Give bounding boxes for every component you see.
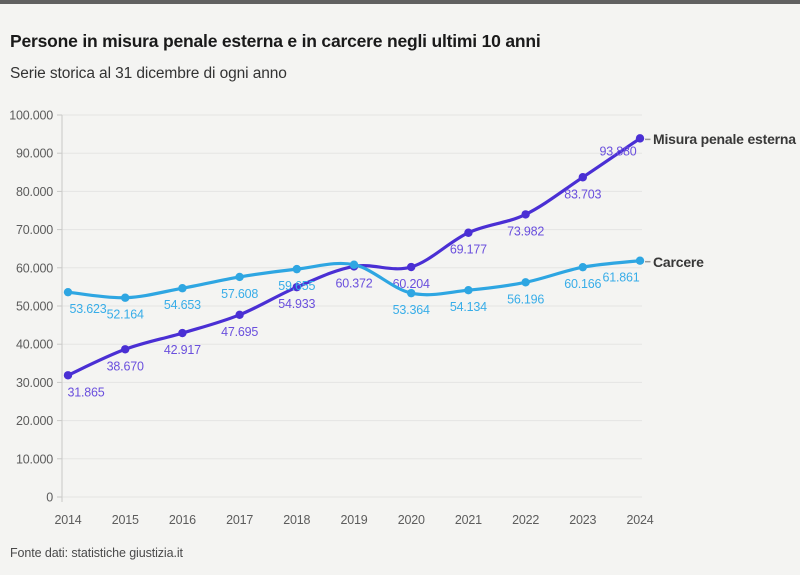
x-tick-label: 2020 xyxy=(398,513,425,527)
x-tick-label: 2016 xyxy=(169,513,196,527)
chart-title: Persone in misura penale esterna e in ca… xyxy=(10,31,541,51)
x-tick-label: 2021 xyxy=(455,513,482,527)
y-tick-label: 60.000 xyxy=(16,261,53,275)
misura-point-2022[interactable] xyxy=(521,210,530,219)
misura-value-label: 69.177 xyxy=(450,243,487,257)
carcere-point-2019[interactable] xyxy=(349,260,359,269)
x-tick-label: 2014 xyxy=(54,513,81,527)
carcere-value-label: 59.655 xyxy=(278,279,315,293)
carcere-point-2015[interactable] xyxy=(121,293,130,302)
x-tick-label: 2015 xyxy=(112,513,139,527)
carcere-value-label: 54.134 xyxy=(450,300,487,314)
carcere-point-2023[interactable] xyxy=(578,262,587,272)
misura-value-label: 60.204 xyxy=(393,277,430,291)
misura-value-label: 54.933 xyxy=(278,297,315,311)
carcere-point-2014[interactable] xyxy=(63,287,73,297)
carcere-point-2024[interactable] xyxy=(635,256,645,265)
carcere-value-label: 61.861 xyxy=(602,271,639,285)
legend-carcere: Carcere xyxy=(653,254,704,270)
misura-value-label: 42.917 xyxy=(164,343,201,357)
chart-subtitle: Serie storica al 31 dicembre di ogni ann… xyxy=(10,65,287,82)
source-note: Fonte dati: statistiche giustizia.it xyxy=(10,546,183,560)
misura-value-label: 60.372 xyxy=(335,276,372,290)
carcere-point-2022[interactable] xyxy=(521,278,530,287)
x-tick-label: 2024 xyxy=(626,513,653,527)
misura-point-2024[interactable] xyxy=(635,134,645,143)
x-tick-label: 2018 xyxy=(283,513,310,527)
legend-misura-penale-esterna: Misura penale esterna xyxy=(653,131,796,147)
carcere-point-2021[interactable] xyxy=(464,286,473,295)
carcere-value-label: 57.608 xyxy=(221,287,258,301)
y-tick-label: 50.000 xyxy=(16,300,53,314)
carcere-point-2016[interactable] xyxy=(178,284,187,293)
misura-point-2014[interactable] xyxy=(63,371,73,380)
x-tick-label: 2017 xyxy=(226,513,253,527)
x-tick-label: 2019 xyxy=(340,513,367,527)
y-tick-label: 70.000 xyxy=(16,223,53,237)
misura-value-label: 47.695 xyxy=(221,325,258,339)
misura-point-2018[interactable] xyxy=(292,282,301,292)
misura-value-label: 93.880 xyxy=(599,144,636,158)
y-tick-label: 80.000 xyxy=(16,185,53,199)
y-tick-label: 100.000 xyxy=(9,109,53,123)
carcere-point-2017[interactable] xyxy=(235,272,244,282)
carcere-value-label: 53.364 xyxy=(393,303,430,317)
x-tick-label: 2022 xyxy=(512,513,539,527)
y-tick-label: 40.000 xyxy=(16,338,53,352)
misura-point-2021[interactable] xyxy=(464,228,473,237)
misura-value-label: 83.703 xyxy=(564,187,601,201)
carcere-value-label: 60.166 xyxy=(564,277,601,291)
carcere-point-2018[interactable] xyxy=(292,264,301,274)
carcere-value-label: 52.164 xyxy=(107,308,144,322)
misura-point-2016[interactable] xyxy=(178,328,187,338)
misura-point-2023[interactable] xyxy=(578,173,587,182)
misura-point-2017[interactable] xyxy=(235,310,244,320)
carcere-point-2020[interactable] xyxy=(407,288,416,298)
y-tick-label: 10.000 xyxy=(16,452,53,466)
misura-value-label: 73.982 xyxy=(507,224,544,238)
y-tick-label: 30.000 xyxy=(16,376,53,390)
carcere-value-label: 53.623 xyxy=(69,302,106,316)
carcere-value-label: 56.196 xyxy=(507,292,544,306)
y-tick-label: 90.000 xyxy=(16,147,53,161)
top-accent-bar xyxy=(0,0,800,4)
series-line-misura xyxy=(66,136,642,377)
y-tick-label: 20.000 xyxy=(16,414,53,428)
x-tick-label: 2023 xyxy=(569,513,596,527)
misura-point-2020[interactable] xyxy=(407,262,416,272)
y-tick-label: 0 xyxy=(46,491,53,505)
carcere-value-label: 54.653 xyxy=(164,298,201,312)
misura-value-label: 38.670 xyxy=(107,359,144,373)
misura-value-label: 31.865 xyxy=(67,385,104,399)
misura-point-2015[interactable] xyxy=(121,345,130,354)
